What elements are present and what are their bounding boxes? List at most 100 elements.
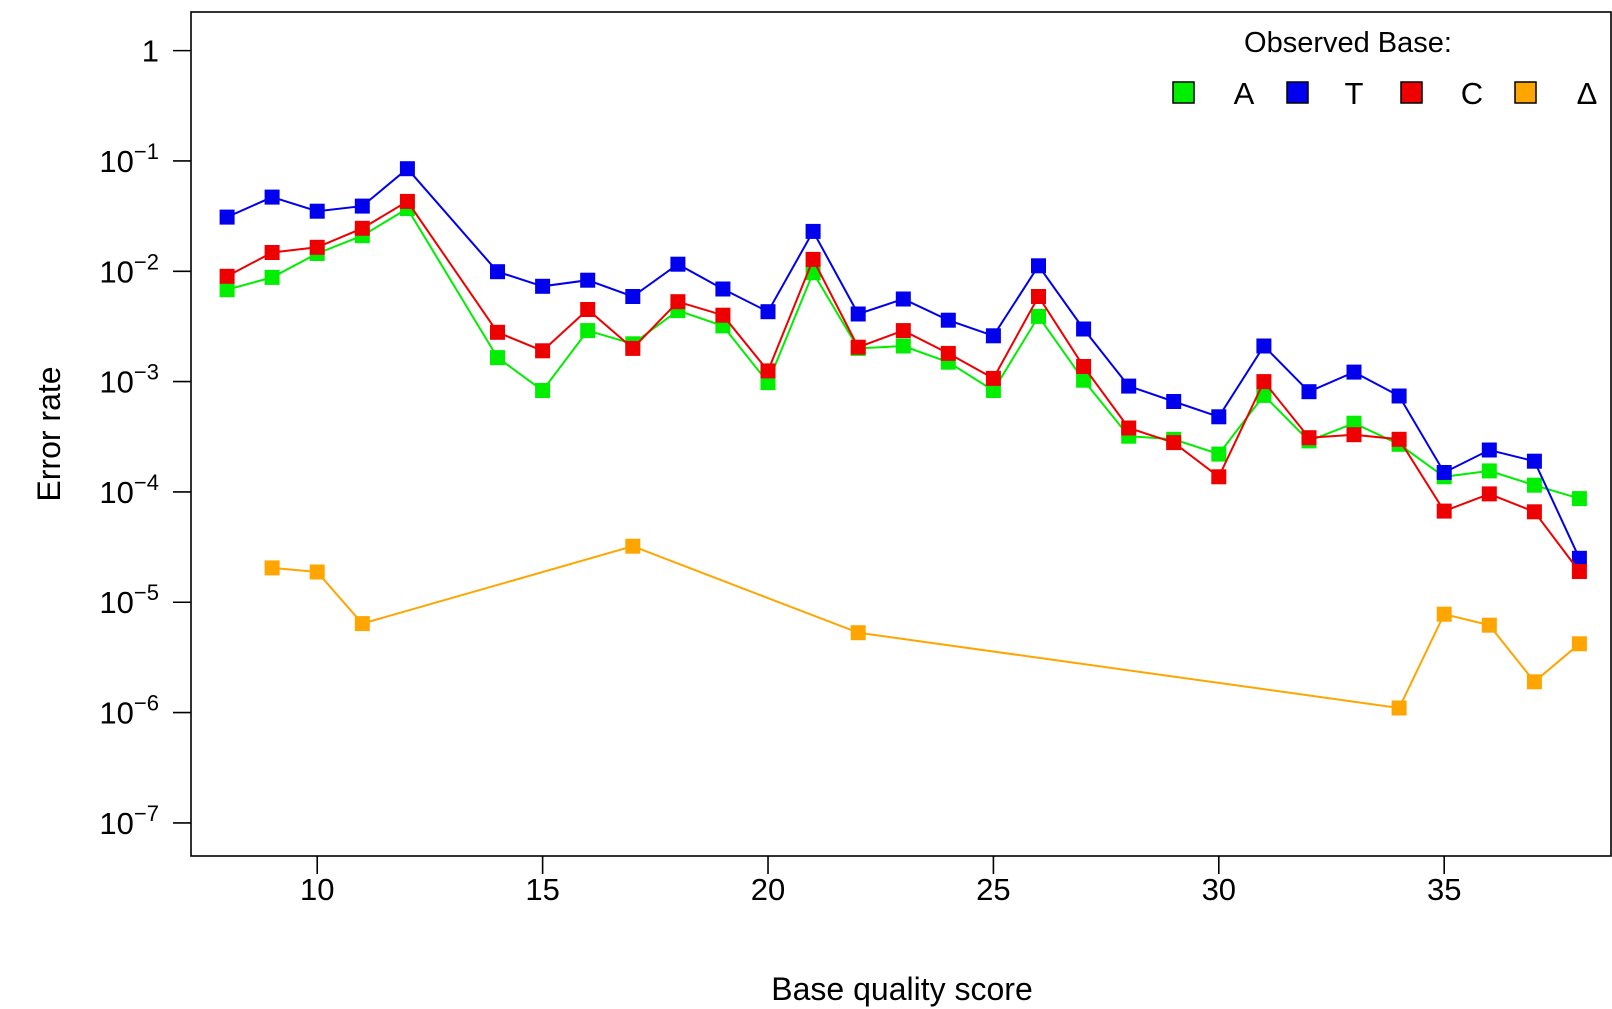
data-point-A bbox=[1256, 387, 1272, 403]
data-point-C bbox=[760, 363, 776, 379]
legend-swatch-T bbox=[1286, 81, 1309, 104]
y-tick-label-exponent: −7 bbox=[134, 801, 159, 826]
data-point-T bbox=[219, 209, 235, 225]
data-point-C bbox=[1526, 504, 1542, 520]
data-point-Δ bbox=[354, 616, 370, 632]
data-point-A bbox=[1211, 446, 1227, 462]
data-point-C bbox=[219, 268, 235, 284]
data-point-A bbox=[490, 350, 505, 366]
data-point-C bbox=[1121, 420, 1137, 436]
y-axis-title: Error rate bbox=[31, 366, 67, 501]
data-point-T bbox=[1256, 338, 1272, 354]
data-point-C bbox=[895, 323, 911, 339]
legend-swatch-Δ bbox=[1514, 81, 1537, 104]
data-point-C bbox=[309, 239, 325, 255]
data-point-A bbox=[1571, 491, 1587, 507]
data-point-C bbox=[805, 251, 821, 267]
y-tick-label: 10−2 bbox=[99, 249, 159, 289]
data-point-Δ bbox=[850, 625, 866, 641]
y-tick-label-exponent: −3 bbox=[134, 360, 159, 385]
data-point-Δ bbox=[1436, 606, 1452, 622]
data-point-T bbox=[1301, 384, 1317, 400]
legend-label-A: A bbox=[1234, 76, 1255, 111]
series-line-C bbox=[226, 200, 1581, 573]
data-point-C bbox=[850, 339, 866, 355]
data-point-T bbox=[1166, 394, 1182, 409]
data-point-T bbox=[1436, 465, 1452, 480]
data-point-A bbox=[985, 383, 1001, 398]
y-axis: 110−110−210−310−410−510−610−7 bbox=[99, 34, 191, 841]
y-tick-label-base: 10 bbox=[99, 696, 133, 731]
data-point-T bbox=[535, 278, 551, 294]
data-point-C bbox=[625, 340, 641, 356]
data-point-A bbox=[219, 282, 235, 298]
legend-label-T: T bbox=[1345, 76, 1364, 111]
data-point-T bbox=[580, 272, 596, 288]
x-tick-label: 25 bbox=[976, 872, 1010, 907]
legend: Observed Base: A T C Δ bbox=[1172, 27, 1597, 111]
legend-label-C: C bbox=[1461, 76, 1483, 111]
data-point-C bbox=[1166, 435, 1182, 451]
y-tick-label-exponent: −2 bbox=[134, 249, 159, 274]
data-point-C bbox=[490, 324, 505, 340]
series-line-A bbox=[226, 207, 1580, 500]
data-point-C bbox=[399, 193, 415, 209]
data-point-T bbox=[399, 161, 415, 177]
y-tick-label: 10−4 bbox=[99, 470, 159, 510]
y-tick-label-base: 10 bbox=[99, 144, 133, 179]
data-point-T bbox=[354, 198, 370, 214]
data-point-Δ bbox=[309, 564, 325, 580]
data-point-T bbox=[850, 306, 866, 322]
y-tick-label-exponent: −6 bbox=[134, 691, 159, 716]
data-point-Δ bbox=[1391, 700, 1407, 716]
data-point-A bbox=[535, 383, 551, 398]
y-tick-label-base: 10 bbox=[99, 475, 133, 510]
data-point-A bbox=[1076, 372, 1092, 388]
data-point-T bbox=[1481, 442, 1497, 458]
y-tick-label-base: 10 bbox=[99, 806, 133, 841]
y-tick-label: 10−6 bbox=[99, 691, 159, 731]
data-point-C bbox=[1436, 503, 1452, 519]
data-point-C bbox=[1301, 430, 1317, 446]
data-point-T bbox=[1526, 453, 1542, 469]
plot-frame bbox=[190, 11, 1612, 857]
x-axis: 10 15 20 25 30 35 bbox=[300, 856, 1461, 907]
data-point-Δ bbox=[264, 560, 280, 576]
data-point-T bbox=[1391, 388, 1407, 404]
data-point-C bbox=[1211, 469, 1227, 485]
series-line-T bbox=[226, 167, 1581, 559]
data-point-C bbox=[940, 345, 956, 361]
data-point-T bbox=[1076, 321, 1092, 337]
data-point-A bbox=[895, 338, 911, 354]
x-tick-label: 20 bbox=[751, 872, 785, 907]
y-tick-label-exponent: −4 bbox=[134, 470, 159, 495]
data-point-T bbox=[670, 256, 686, 272]
y-tick-label-exponent: −1 bbox=[134, 139, 159, 164]
data-point-C bbox=[1481, 486, 1497, 502]
data-point-C bbox=[1031, 289, 1046, 304]
data-point-C bbox=[1346, 427, 1362, 443]
x-axis-title: Base quality score bbox=[771, 971, 1032, 1007]
y-tick-label-base: 10 bbox=[99, 254, 133, 289]
y-tick-label: 10−3 bbox=[99, 360, 159, 400]
data-point-T bbox=[760, 304, 776, 320]
x-tick-label: 10 bbox=[300, 872, 334, 907]
data-point-A bbox=[1031, 308, 1046, 324]
legend-swatch-C bbox=[1400, 81, 1423, 104]
data-point-A bbox=[1346, 415, 1362, 431]
data-point-T bbox=[1121, 378, 1137, 394]
data-point-A bbox=[760, 375, 776, 391]
x-tick-label: 35 bbox=[1427, 872, 1461, 907]
data-point-C bbox=[354, 220, 370, 236]
legend-swatch-A bbox=[1172, 81, 1195, 104]
data-point-T bbox=[1211, 409, 1227, 425]
data-point-T bbox=[309, 203, 325, 219]
data-point-C bbox=[1391, 431, 1407, 447]
data-point-A bbox=[1481, 463, 1497, 479]
y-tick-label: 1 bbox=[142, 34, 159, 69]
data-point-Δ bbox=[625, 538, 641, 554]
series-line-Δ bbox=[272, 545, 1581, 710]
data-point-C bbox=[985, 370, 1001, 386]
data-point-T bbox=[1346, 364, 1362, 380]
